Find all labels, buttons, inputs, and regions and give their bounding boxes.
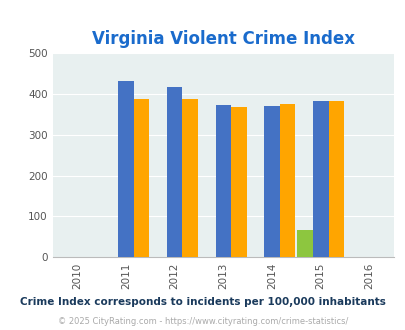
- Bar: [328, 101, 343, 257]
- Bar: [312, 101, 328, 257]
- Text: © 2025 CityRating.com - https://www.cityrating.com/crime-statistics/: © 2025 CityRating.com - https://www.city…: [58, 317, 347, 326]
- Bar: [182, 99, 198, 257]
- Bar: [279, 104, 295, 257]
- Bar: [118, 82, 133, 257]
- Bar: [166, 87, 182, 257]
- Bar: [264, 106, 279, 257]
- Title: Virginia Violent Crime Index: Virginia Violent Crime Index: [92, 30, 354, 49]
- Bar: [215, 105, 230, 257]
- Legend: Virginia, Illinois, National: Virginia, Illinois, National: [104, 325, 341, 330]
- Bar: [296, 230, 312, 257]
- Bar: [230, 107, 246, 257]
- Text: Crime Index corresponds to incidents per 100,000 inhabitants: Crime Index corresponds to incidents per…: [20, 297, 385, 307]
- Bar: [133, 99, 149, 257]
